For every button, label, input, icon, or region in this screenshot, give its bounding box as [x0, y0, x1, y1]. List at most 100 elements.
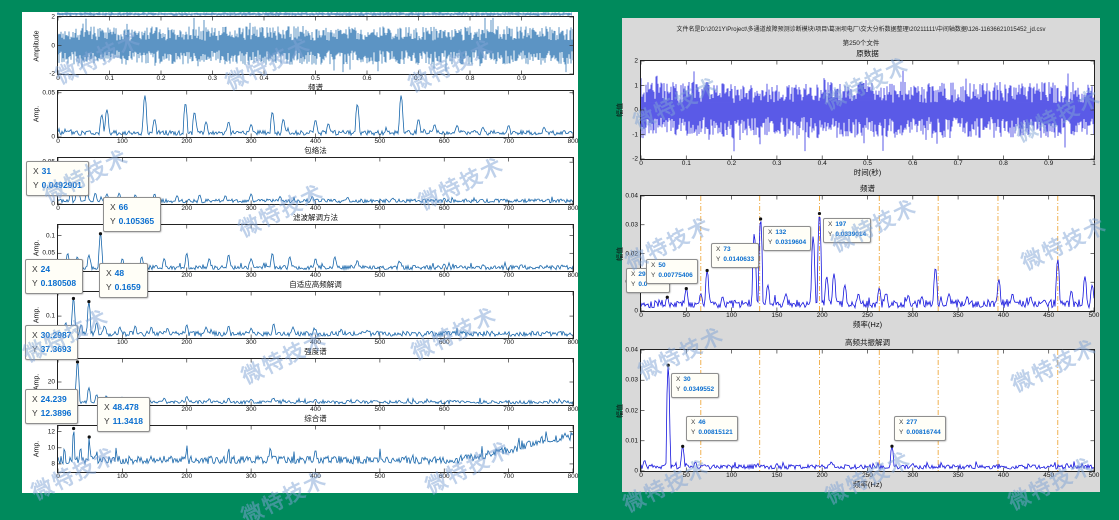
y-tick-label: 0.02	[625, 250, 638, 257]
y-tick-label: 0	[51, 133, 55, 141]
y-tick-label: 0.01	[625, 437, 638, 445]
clipped-plot-strip	[57, 12, 572, 16]
x-tick-label: 0	[639, 312, 643, 319]
datatip[interactable]: X 46 Y 0.00815121	[686, 416, 738, 441]
x-axis-label: 包络法	[304, 146, 327, 155]
x-tick-label: 700	[503, 138, 515, 145]
x-tick-label: 250	[862, 312, 873, 319]
x-tick-label: 0.5	[862, 160, 873, 167]
x-tick-label: 150	[771, 472, 783, 479]
x-tick-label: 800	[567, 138, 579, 145]
y-tick-label: 0	[634, 307, 638, 315]
x-tick-label: 800	[567, 272, 579, 279]
y-tick-label: 20	[47, 378, 55, 386]
subplot-title: 高频共振解调	[845, 338, 890, 347]
x-tick-label: 0.4	[817, 160, 827, 167]
datatip[interactable]: X 30.2987 Y 37.3693	[25, 325, 79, 361]
x-tick-label: 400	[310, 339, 321, 346]
x-tick-label: 0.4	[259, 75, 269, 82]
x-tick-label: 300	[245, 272, 257, 279]
right-subplot-hf-resonance[interactable]: 0 50 100 150 200 250 300 350 400 450 500 0.04 0.03 0.…	[617, 338, 1099, 489]
x-tick-label: 300	[245, 339, 257, 346]
x-tick-label: 0.8	[998, 160, 1008, 167]
y-tick-label: 0.02	[625, 407, 638, 414]
x-tick-label: 0.7	[953, 160, 963, 167]
x-tick-label: 0	[639, 160, 643, 167]
x-tick-label: 400	[997, 312, 1009, 319]
left-subplot-intensity-spectrum[interactable]: 01002003004005006007008000.1Amp.强度谱X24Y0…	[25, 259, 578, 356]
left-subplot-bottom-spectrum[interactable]: 0 100 200 300 400 500 600 700 800 12 10 8 Amp. X 24.23…	[25, 389, 578, 480]
y-tick-label: -2	[49, 70, 55, 78]
datatip[interactable]: X 31 Y 0.0492901	[26, 161, 89, 197]
x-tick-label: 50	[682, 472, 690, 479]
y-tick-label: 0.04	[625, 192, 638, 200]
datatip[interactable]: X 197 Y 0.0339014	[823, 218, 872, 243]
x-tick-label: 600	[438, 138, 450, 145]
x-tick-label: 300	[245, 138, 257, 145]
x-axis-label: 综合谱	[304, 414, 327, 423]
x-tick-label: 700	[503, 473, 515, 480]
y-tick-label: 2	[51, 13, 55, 21]
x-axis-label: 频率(Hz)	[852, 480, 883, 489]
x-tick-label: 0.9	[1044, 160, 1054, 167]
datatip[interactable]: X 66 Y 0.105365	[103, 197, 162, 233]
x-tick-label: 700	[503, 339, 515, 346]
x-tick-label: 0.6	[362, 75, 372, 82]
x-tick-label: 200	[816, 472, 828, 479]
x-tick-label: 600	[438, 339, 450, 346]
x-tick-label: 300	[245, 406, 257, 413]
datatip[interactable]: X 24.239 Y 12.3896	[25, 389, 79, 425]
x-tick-label: 0.6	[908, 160, 918, 167]
subplot-title: 原数据	[856, 49, 879, 58]
left-subplot-time-waveform[interactable]: 0 0.1 0.2 0.3 0.4 0.5 0.6 0.7 0.8 0.9 2 0 -2 Amplitud…	[34, 14, 574, 92]
y-tick-label: 0	[634, 467, 638, 475]
right-subplot-raw-data[interactable]: 0 0.1 0.2 0.3 0.4 0.5 0.6 0.7 0.8 0.9 1 2 1 0 -1 -2 幅值 时间…	[617, 49, 1096, 177]
x-axis-label: 自适应高频解调	[289, 280, 342, 289]
y-tick-label: 0.03	[625, 376, 638, 384]
datatip[interactable]: X 277 Y 0.00816744	[894, 416, 946, 441]
datatip[interactable]: X 132 Y 0.0319604	[763, 226, 812, 251]
x-tick-label: 400	[310, 406, 321, 413]
x-tick-label: 500	[374, 406, 386, 413]
datatip[interactable]: X 24 Y 0.180508	[25, 259, 84, 295]
right-subplot-frequency-spectrum[interactable]: 0 50 100 150 200 250 300 350 400 450 500 0.04 0.03 0.…	[617, 184, 1099, 329]
x-tick-label: 0.3	[207, 75, 218, 82]
x-tick-label: 350	[952, 312, 964, 319]
x-tick-label: 600	[438, 406, 450, 413]
y-axis-label: Amplitude	[33, 29, 41, 62]
x-tick-label: 100	[726, 312, 738, 319]
x-tick-label: 400	[310, 473, 321, 480]
left-subplot-envelope-spectrum[interactable]: 0 100 200 300 400 500 600 700 800 0.05 0 Amp. 包络法	[34, 89, 579, 155]
figure-title-filepath: 文件名是D:\2021Y\Project\多通道故障预测诊断模块\项目\葛洲坝电…	[676, 27, 1046, 33]
x-tick-label: 100	[116, 473, 128, 480]
y-tick-label: -1	[632, 131, 638, 138]
x-tick-label: 800	[567, 473, 579, 480]
x-tick-label: 0	[639, 472, 643, 479]
subplot-title: 频谱	[860, 184, 875, 193]
datatip[interactable]: X 50 Y 0.00775406	[646, 259, 698, 284]
x-tick-label: 0	[56, 473, 60, 480]
y-tick-label: 0.1	[45, 232, 55, 240]
x-tick-label: 500	[374, 473, 386, 480]
x-tick-label: 0	[56, 75, 60, 82]
datatip[interactable]: X 48.478 Y 11.3418	[97, 397, 150, 433]
datatip[interactable]: X 73 Y 0.0140633	[711, 243, 760, 268]
x-tick-label: 150	[771, 312, 783, 319]
x-tick-label: 400	[310, 205, 321, 212]
x-tick-label: 600	[438, 205, 450, 212]
y-tick-label: 0.1	[45, 312, 55, 320]
y-tick-label: 0.04	[625, 346, 638, 354]
x-tick-label: 100	[116, 339, 128, 346]
datatip[interactable]: X 48 Y 0.1659	[99, 263, 148, 299]
x-tick-label: 400	[997, 472, 1009, 479]
x-tick-label: 450	[1043, 472, 1055, 479]
datatip[interactable]: X 30 Y 0.0349552	[671, 373, 720, 398]
x-tick-label: 400	[310, 272, 321, 279]
x-tick-label: 300	[907, 472, 919, 479]
x-tick-label: 200	[181, 205, 193, 212]
x-tick-label: 0.3	[772, 160, 782, 167]
x-tick-label: 0.8	[465, 75, 475, 82]
y-tick-label: 0.05	[42, 249, 55, 257]
x-axis-label: 强度谱	[304, 347, 327, 356]
